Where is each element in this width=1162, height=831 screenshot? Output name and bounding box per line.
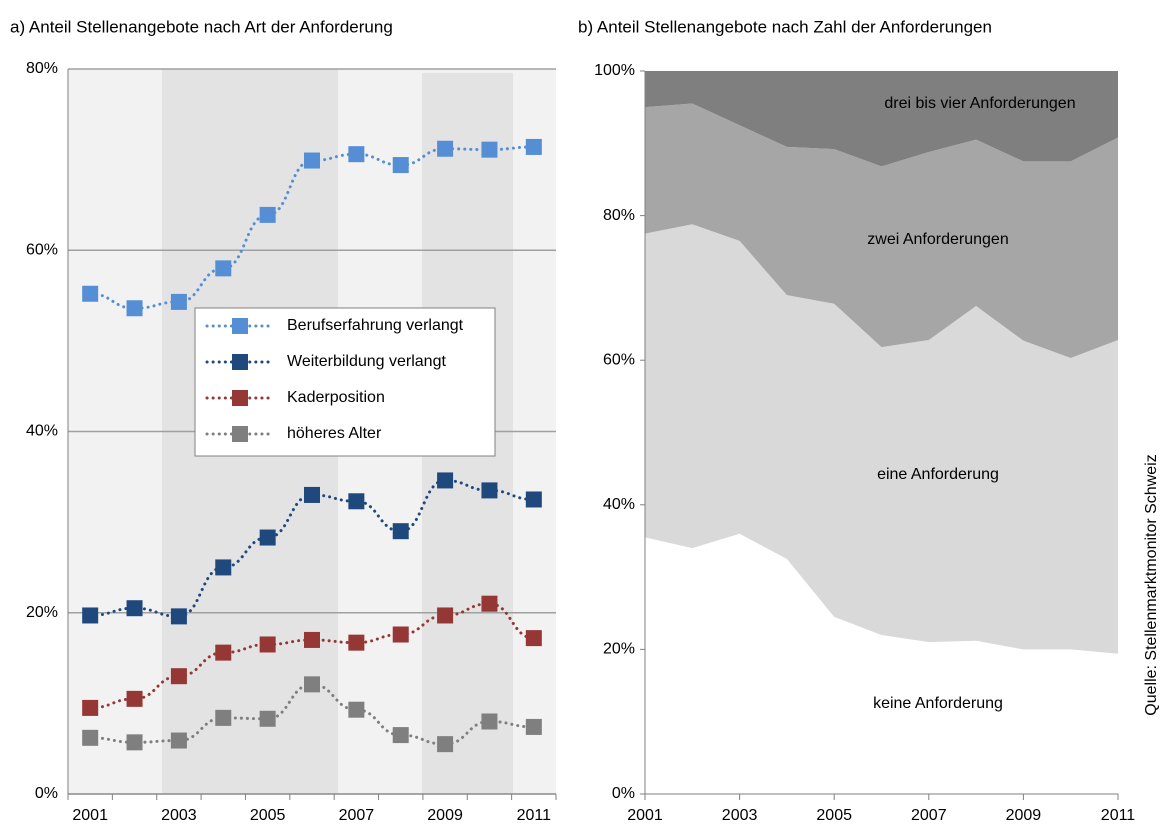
marker bbox=[525, 630, 542, 647]
x-tick-label: 2011 bbox=[517, 807, 552, 824]
legend-label: höheres Alter bbox=[287, 425, 382, 442]
x-tick-label: 2007 bbox=[339, 807, 375, 824]
y-tick-label: 0% bbox=[35, 785, 58, 802]
y-tick-label: 100% bbox=[594, 62, 635, 79]
marker bbox=[392, 157, 409, 174]
marker bbox=[259, 206, 276, 223]
marker bbox=[481, 713, 498, 730]
marker bbox=[126, 600, 143, 617]
area-label: eine Anforderung bbox=[877, 466, 999, 483]
legend-label: Weiterbildung verlangt bbox=[287, 353, 446, 370]
area bbox=[645, 533, 1118, 794]
y-tick-label: 60% bbox=[26, 241, 58, 258]
marker bbox=[215, 260, 232, 277]
legend-marker bbox=[232, 390, 248, 406]
legend-marker bbox=[232, 318, 248, 334]
marker bbox=[126, 734, 143, 751]
marker bbox=[348, 634, 365, 651]
x-tick-label: 2009 bbox=[1006, 807, 1042, 824]
marker bbox=[348, 701, 365, 718]
marker bbox=[170, 293, 187, 310]
marker bbox=[259, 636, 276, 653]
chart-title: a) Anteil Stellenangebote nach Art der A… bbox=[10, 17, 393, 36]
marker bbox=[392, 626, 409, 643]
x-tick-label: 2005 bbox=[250, 807, 286, 824]
marker bbox=[170, 668, 187, 685]
y-tick-label: 20% bbox=[26, 604, 58, 621]
marker bbox=[525, 138, 542, 155]
y-tick-label: 0% bbox=[612, 785, 635, 802]
marker bbox=[392, 523, 409, 540]
marker bbox=[304, 676, 320, 693]
area-label: keine Anforderung bbox=[873, 695, 1003, 712]
area-label: drei bis vier Anforderungen bbox=[884, 95, 1075, 112]
area-label: zwei Anforderungen bbox=[867, 231, 1008, 248]
marker bbox=[525, 491, 542, 508]
marker bbox=[437, 472, 454, 489]
chart-title: b) Anteil Stellenangebote nach Zahl der … bbox=[578, 17, 992, 36]
marker bbox=[82, 729, 99, 746]
x-tick-label: 2011 bbox=[1101, 807, 1136, 824]
y-tick-label: 60% bbox=[603, 351, 635, 368]
marker bbox=[437, 607, 454, 624]
marker bbox=[304, 152, 320, 169]
marker bbox=[348, 146, 365, 163]
source: Quelle: Stellenmarktmonitor Schweiz bbox=[1143, 454, 1160, 715]
y-tick-label: 20% bbox=[603, 641, 635, 658]
marker bbox=[170, 732, 187, 749]
legend-label: Berufserfahrung verlangt bbox=[287, 317, 464, 334]
marker bbox=[481, 141, 498, 158]
x-tick-label: 2003 bbox=[722, 807, 758, 824]
x-tick-label: 2001 bbox=[72, 807, 108, 824]
x-tick-label: 2001 bbox=[627, 807, 663, 824]
marker bbox=[170, 608, 187, 625]
legend-marker bbox=[232, 426, 248, 442]
y-tick-label: 80% bbox=[26, 60, 58, 77]
marker bbox=[82, 607, 99, 624]
y-tick-label: 40% bbox=[26, 423, 58, 440]
x-tick-label: 2007 bbox=[911, 807, 947, 824]
area bbox=[645, 224, 1118, 654]
x-tick-label: 2009 bbox=[427, 807, 463, 824]
y-tick-label: 80% bbox=[603, 207, 635, 224]
area bbox=[645, 103, 1118, 359]
x-tick-label: 2003 bbox=[161, 807, 197, 824]
marker bbox=[215, 559, 232, 576]
area bbox=[645, 71, 1118, 167]
marker bbox=[481, 595, 498, 612]
marker bbox=[215, 644, 232, 661]
marker bbox=[126, 690, 143, 707]
marker bbox=[481, 482, 498, 499]
marker bbox=[215, 709, 232, 726]
marker bbox=[437, 736, 454, 753]
marker bbox=[82, 285, 99, 302]
marker bbox=[392, 727, 409, 744]
x-tick-label: 2005 bbox=[816, 807, 852, 824]
marker bbox=[82, 699, 99, 716]
legend-marker bbox=[232, 354, 248, 370]
marker bbox=[525, 718, 542, 735]
marker bbox=[304, 631, 320, 648]
marker bbox=[437, 140, 454, 157]
y-tick-label: 40% bbox=[603, 496, 635, 513]
marker bbox=[259, 710, 276, 727]
legend-label: Kaderposition bbox=[287, 389, 385, 406]
marker bbox=[304, 486, 320, 503]
marker bbox=[259, 529, 276, 546]
marker bbox=[348, 493, 365, 510]
marker bbox=[126, 300, 143, 317]
